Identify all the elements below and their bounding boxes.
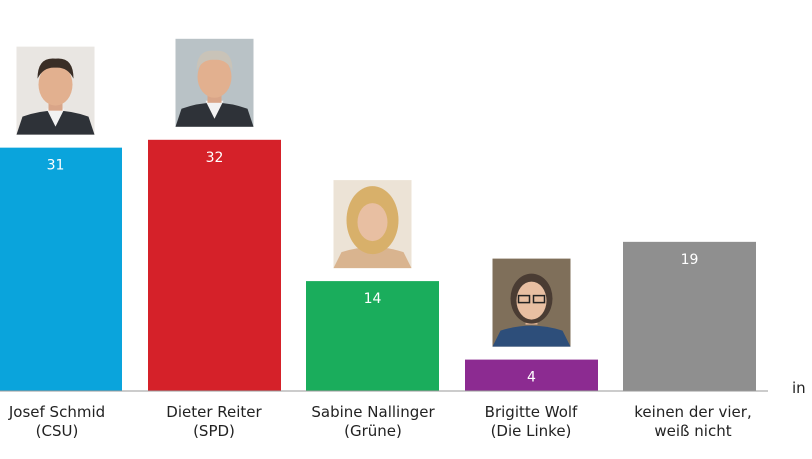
- category-label: (CSU): [36, 422, 79, 440]
- category-label: (SPD): [193, 422, 235, 440]
- category-label: weiß nicht: [654, 422, 731, 440]
- category-label: Josef Schmid: [8, 403, 105, 421]
- category-label: (Die Linke): [491, 422, 572, 440]
- bar-josef-schmid: [0, 147, 122, 391]
- clothing-shape: [333, 247, 412, 269]
- bar-dieter-reiter: [148, 139, 281, 391]
- bar-keinen-der-vier: [623, 241, 756, 391]
- category-label: keinen der vier,: [634, 403, 751, 421]
- category-label: Brigitte Wolf: [485, 403, 578, 421]
- category-label: Sabine Nallinger: [311, 403, 435, 421]
- unit-label: in: [792, 379, 806, 397]
- clothing-shape: [492, 325, 571, 347]
- glasses-left-lens: [517, 294, 531, 304]
- man-portrait-2: [175, 38, 254, 127]
- woman-portrait-3: [333, 180, 412, 269]
- shirt-shape: [46, 108, 65, 127]
- man-portrait-1: [16, 46, 95, 135]
- category-labels-layer: Josef Schmid(CSU) Dieter Reiter(SPD) Sabin…: [8, 403, 752, 440]
- woman-portrait-4: [492, 258, 571, 347]
- shirt-shape: [205, 100, 224, 119]
- hair-shape: [37, 58, 74, 79]
- category-label: (Grüne): [344, 422, 402, 440]
- bar-value-label: 32: [206, 150, 224, 166]
- face-shape: [357, 203, 388, 242]
- face-shape: [197, 55, 232, 98]
- bar-value-label: 19: [681, 252, 699, 268]
- bar-brigitte-wolf: [465, 359, 598, 391]
- bar-sabine-nallinger: [306, 281, 439, 391]
- face-shape: [516, 281, 547, 320]
- category-label: Dieter Reiter: [166, 403, 262, 421]
- portraits-layer: [16, 38, 571, 347]
- bars-layer: 31 32 14 4 19: [0, 139, 756, 391]
- bar-value-label: 14: [364, 291, 382, 307]
- bar-value-label: 4: [527, 370, 536, 386]
- hair-shape: [196, 50, 233, 71]
- glasses-right-lens: [532, 294, 546, 304]
- face-shape: [38, 63, 73, 106]
- bar-value-label: 31: [47, 158, 65, 174]
